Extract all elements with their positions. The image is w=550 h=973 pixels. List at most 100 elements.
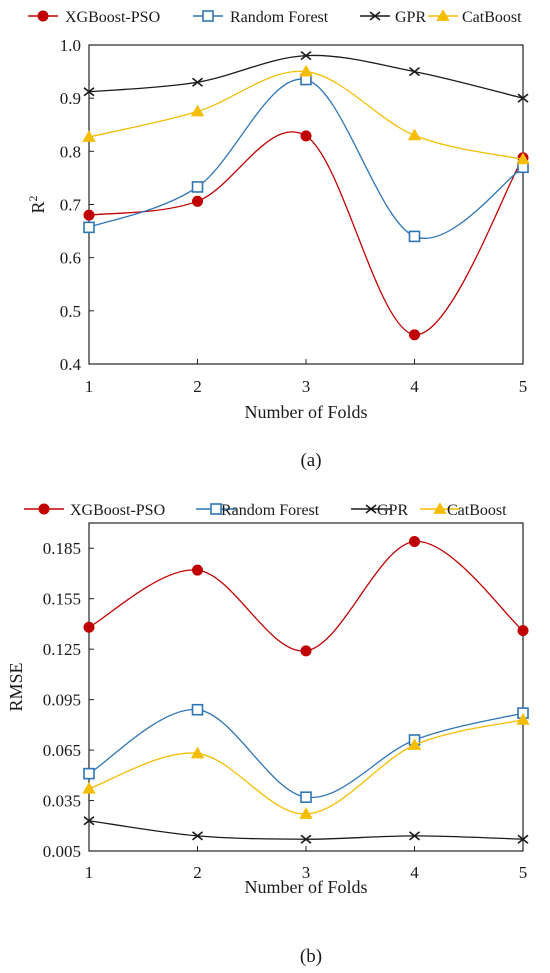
legend-marker <box>38 503 50 515</box>
y-axis-title-text: RMSE <box>6 662 26 711</box>
legend-label: GPR <box>377 502 408 519</box>
data-point <box>191 703 204 716</box>
legend-item: GPR <box>351 502 408 519</box>
data-point <box>408 230 421 243</box>
x-tick-label: 4 <box>410 377 419 396</box>
data-point <box>300 791 312 803</box>
x-axis-title: Number of Folds <box>245 877 368 897</box>
y-tick-label: 0.155 <box>43 590 81 609</box>
series-line <box>88 820 524 840</box>
data-point <box>83 87 95 97</box>
data-point <box>300 130 312 142</box>
series-catboost <box>82 64 530 165</box>
data-point <box>192 195 203 207</box>
series-line <box>88 540 524 652</box>
data-point <box>83 816 95 826</box>
data-point <box>409 66 420 77</box>
legend-label: XGBoost-PSO <box>65 9 160 26</box>
x-tick-label: 5 <box>519 863 528 882</box>
y-tick-label: 0.4 <box>60 355 82 374</box>
legend-item: XGBoost-PSO <box>28 9 160 26</box>
data-point <box>300 51 312 61</box>
y-tick-label: 0.6 <box>60 249 81 268</box>
series-line <box>88 709 524 799</box>
y-tick-label: 0.125 <box>43 640 81 659</box>
y-tick-label: 0.095 <box>43 691 81 710</box>
data-point <box>83 621 95 633</box>
legend-item: Random Forest <box>193 9 329 26</box>
y-tick-label: 0.005 <box>43 842 81 861</box>
data-point <box>191 181 204 193</box>
data-point <box>300 645 312 657</box>
y-axis-title: RMSE <box>6 662 26 711</box>
legend-marker <box>436 9 450 21</box>
chart-caption: (b) <box>300 946 322 967</box>
legend: XGBoost-PSO Random Forest GPR CatBoost <box>24 502 507 519</box>
legend-item: CatBoost <box>428 9 522 26</box>
y-tick-label: 1.0 <box>60 36 81 55</box>
chart-b: 0.005 0.035 0.065 0.095 0.125 0.155 0.185 1 2 3 4 5… <box>6 502 530 967</box>
y-axis: 0.005 0.035 0.065 0.095 0.125 0.155 0.185 <box>43 539 94 861</box>
data-point <box>190 104 205 117</box>
y-tick-label: 0.8 <box>60 142 81 161</box>
series-line <box>88 78 524 239</box>
legend-label: XGBoost-PSO <box>70 502 165 519</box>
y-axis: 0.4 0.5 0.6 0.7 0.8 0.9 1.0 <box>60 36 94 374</box>
data-point <box>517 93 529 103</box>
x-tick-label: 3 <box>302 863 311 882</box>
data-point <box>83 767 95 780</box>
y-tick-label: 0.9 <box>60 89 81 108</box>
x-tick-label: 1 <box>85 863 94 882</box>
legend-item: XGBoost-PSO <box>24 502 165 519</box>
data-point <box>407 128 422 141</box>
series-gpr <box>83 51 529 103</box>
legend-marker <box>202 10 214 22</box>
y-tick-label: 0.065 <box>43 741 81 760</box>
series-catboost <box>82 712 530 819</box>
plot-frame <box>88 44 524 365</box>
data-point <box>190 746 205 759</box>
legend-label: Random Forest <box>230 9 329 26</box>
x-axis-title: Number of Folds <box>245 402 368 422</box>
x-axis: 1 2 3 4 5 <box>85 846 528 882</box>
data-point <box>516 712 530 725</box>
data-point <box>300 834 312 844</box>
x-tick-label: 3 <box>302 377 311 396</box>
series-line <box>88 131 524 336</box>
chart-a: 0.4 0.5 0.6 0.7 0.8 0.9 1.0 1 2 3 4 5 Number of Fold… <box>26 9 530 471</box>
legend-marker <box>210 503 222 515</box>
series-random-forest <box>83 703 529 803</box>
legend-marker <box>37 10 49 22</box>
x-tick-label: 2 <box>193 377 202 396</box>
legend-label: GPR <box>395 9 426 26</box>
data-point <box>82 130 96 142</box>
y-axis-title-text: R <box>28 201 48 213</box>
data-point <box>192 564 203 576</box>
y-tick-label: 0.185 <box>43 539 81 558</box>
legend-item: CatBoost <box>420 502 507 519</box>
data-point <box>517 834 529 844</box>
legend-label: CatBoost <box>447 502 507 519</box>
data-point <box>83 221 95 234</box>
data-point <box>409 536 420 548</box>
legend-item: GPR <box>360 9 426 26</box>
x-tick-label: 2 <box>193 863 202 882</box>
legend-item: Random Forest <box>196 502 320 519</box>
data-point <box>192 831 203 841</box>
x-tick-label: 5 <box>519 377 528 396</box>
x-tick-label: 4 <box>410 863 419 882</box>
series-random-forest <box>83 73 529 243</box>
x-axis: 1 2 3 4 5 <box>85 359 528 396</box>
y-tick-label: 0.035 <box>43 792 81 811</box>
y-axis-title-superscript: 2 <box>26 195 40 201</box>
y-axis-title: R2 <box>26 195 48 213</box>
data-point <box>516 152 530 165</box>
legend-marker <box>433 502 447 514</box>
series-xgboost-pso <box>83 536 529 657</box>
data-point <box>83 209 95 221</box>
data-point <box>299 807 313 819</box>
y-tick-label: 0.5 <box>60 302 81 321</box>
legend-label: Random Forest <box>221 502 320 519</box>
legend-marker <box>365 504 377 514</box>
